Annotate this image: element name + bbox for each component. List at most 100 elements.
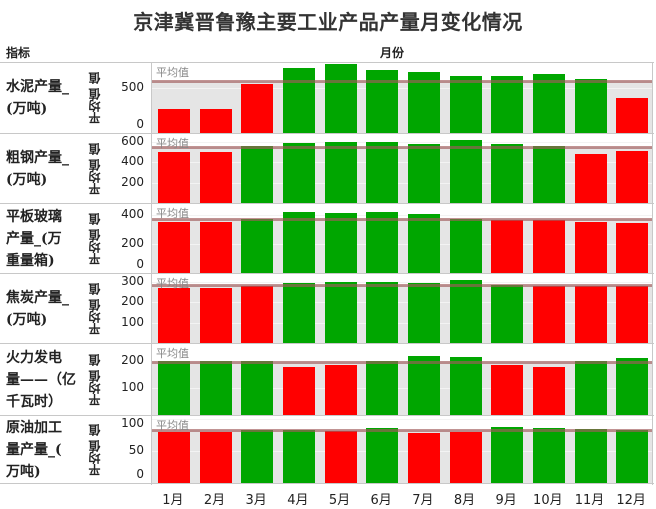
bar-10月[interactable]: [532, 285, 565, 343]
y-tick-label: 0: [136, 257, 144, 271]
chart-panel: 平均值: [152, 275, 652, 343]
bar-9月[interactable]: [491, 284, 524, 343]
bar-3月[interactable]: [241, 218, 274, 273]
bar-1月[interactable]: [157, 431, 190, 483]
bar-4月[interactable]: [282, 430, 315, 483]
bar-7月[interactable]: [407, 355, 440, 415]
average-line-label: 平均值: [156, 137, 189, 150]
bar-7月[interactable]: [407, 143, 440, 203]
y-tick-label: 100: [121, 380, 144, 395]
gridline: [152, 182, 652, 184]
bar-1月[interactable]: [157, 108, 190, 133]
bar-10月[interactable]: [532, 366, 565, 415]
chart-title: 京津冀晋鲁豫主要工业产品产量月变化情况: [133, 10, 523, 34]
bar-1月[interactable]: [157, 221, 190, 273]
bar-11月[interactable]: [574, 221, 607, 273]
bar-7月[interactable]: [407, 433, 440, 483]
bar-5月[interactable]: [324, 365, 357, 415]
bar-3月[interactable]: [241, 146, 274, 203]
bar-6月[interactable]: [366, 361, 399, 415]
bar-10月[interactable]: [532, 220, 565, 273]
average-line: [152, 429, 652, 433]
bar-12月[interactable]: [616, 286, 649, 343]
bar-5月[interactable]: [324, 141, 357, 203]
bar-4月[interactable]: [282, 366, 315, 415]
bar-10月[interactable]: [532, 427, 565, 483]
bar-2月[interactable]: [199, 108, 232, 133]
below-average-shading: [152, 147, 652, 203]
bar-11月[interactable]: [574, 361, 607, 415]
bar-10月[interactable]: [532, 145, 565, 203]
indicator-label: 水泥产量_ (万吨): [6, 76, 88, 120]
bar-4月[interactable]: [282, 67, 315, 133]
bar-9月[interactable]: [491, 75, 524, 133]
bar-3月[interactable]: [241, 83, 274, 133]
chart-panel: 平均值: [152, 64, 652, 133]
bar-4月[interactable]: [282, 282, 315, 343]
x-tick-label: 9月: [495, 493, 517, 508]
indicator-label-line: 量产量_(: [6, 441, 62, 458]
below-average-shading: [152, 284, 652, 343]
y-tick-label: 300: [121, 274, 144, 289]
bar-12月[interactable]: [616, 98, 649, 133]
bar-2月[interactable]: [199, 221, 232, 273]
bar-9月[interactable]: [491, 365, 524, 415]
bar-2月[interactable]: [199, 431, 232, 483]
bar-4月[interactable]: [282, 142, 315, 203]
bar-5月[interactable]: [324, 431, 357, 483]
indicator-label-line: 火力发电: [6, 349, 62, 366]
bar-8月[interactable]: [449, 431, 482, 483]
indicator-label-line: (万吨): [6, 311, 48, 328]
bar-5月[interactable]: [324, 212, 357, 273]
bar-9月[interactable]: [491, 220, 524, 273]
bar-1月[interactable]: [157, 152, 190, 203]
bar-3月[interactable]: [241, 361, 274, 415]
y-tick-label: 100: [121, 314, 144, 329]
bar-7月[interactable]: [407, 282, 440, 343]
bar-7月[interactable]: [407, 214, 440, 273]
bar-12月[interactable]: [616, 150, 649, 203]
bar-5月[interactable]: [324, 64, 357, 133]
y-tick-label: 0: [136, 467, 144, 481]
bar-12月[interactable]: [616, 223, 649, 273]
bar-8月[interactable]: [449, 219, 482, 273]
bar-11月[interactable]: [574, 285, 607, 343]
bar-2月[interactable]: [199, 287, 232, 343]
bar-12月[interactable]: [616, 358, 649, 415]
bar-11月[interactable]: [574, 78, 607, 133]
y-axis-title: 平均值 值: [88, 142, 102, 195]
y-tick-label: 500: [121, 79, 144, 94]
indicator-label-line: 原油加工: [6, 419, 62, 436]
bar-12月[interactable]: [616, 430, 649, 483]
y-axis-title: 平均值 值: [88, 353, 102, 406]
bar-5月[interactable]: [324, 281, 357, 343]
average-line-label: 平均值: [156, 66, 189, 79]
bar-8月[interactable]: [449, 357, 482, 415]
bar-6月[interactable]: [366, 141, 399, 203]
gridline: [152, 244, 652, 246]
bar-6月[interactable]: [366, 281, 399, 343]
x-tick-label: 2月: [203, 493, 226, 508]
bar-4月[interactable]: [282, 212, 315, 273]
bar-3月[interactable]: [241, 430, 274, 483]
indicator-label-line: 万吨): [6, 463, 41, 480]
bar-11月[interactable]: [574, 428, 607, 483]
x-tick-label: 1月: [162, 493, 184, 508]
bar-9月[interactable]: [491, 144, 524, 203]
below-average-shading: [152, 430, 652, 483]
bar-9月[interactable]: [491, 427, 524, 483]
below-average-shading: [152, 219, 652, 273]
bar-2月[interactable]: [199, 152, 232, 203]
bar-2月[interactable]: [199, 361, 232, 415]
bar-3月[interactable]: [241, 285, 274, 343]
bar-8月[interactable]: [449, 279, 482, 343]
bar-1月[interactable]: [157, 287, 190, 343]
bar-10月[interactable]: [532, 74, 565, 133]
bar-8月[interactable]: [449, 75, 482, 133]
bar-1月[interactable]: [157, 361, 190, 415]
bar-6月[interactable]: [366, 427, 399, 483]
bar-6月[interactable]: [366, 212, 399, 273]
average-line-label: 平均值: [156, 419, 189, 432]
bar-8月[interactable]: [449, 139, 482, 203]
bar-11月[interactable]: [574, 154, 607, 203]
